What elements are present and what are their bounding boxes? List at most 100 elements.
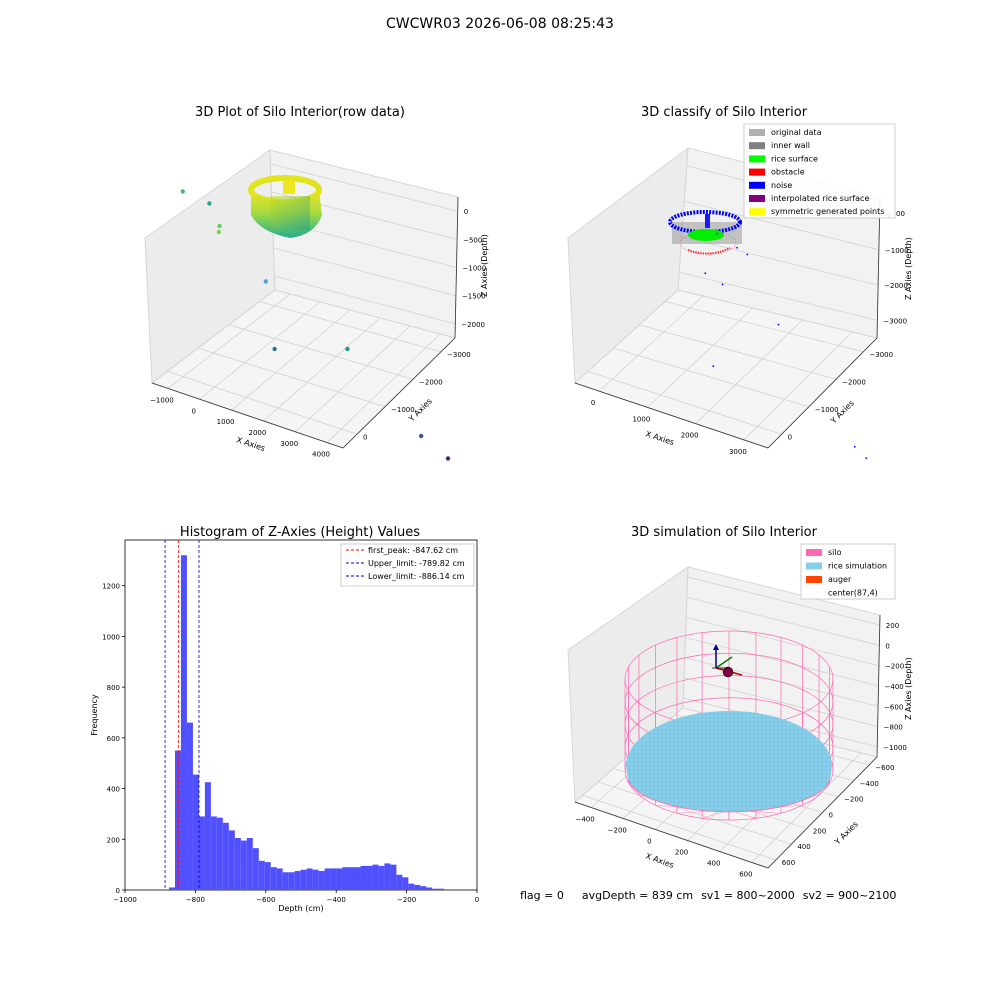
grid-line <box>639 324 837 380</box>
histogram-bar <box>306 868 313 890</box>
grid-line <box>259 301 442 353</box>
x-tick-label: −800 <box>186 896 205 904</box>
x-tick-label: 0 <box>591 399 595 407</box>
histogram-bar <box>318 870 325 890</box>
avg-depth-text: avgDepth = 839 cm <box>581 889 694 902</box>
y-tick-label: −1000 <box>391 406 415 414</box>
z-axis-line <box>454 196 459 339</box>
legend-swatch <box>806 549 822 556</box>
z-tick-labels: 200 0 −200 −400 −600 −800 −1000 <box>883 622 907 752</box>
classify-legend: original data inner wall rice surface obsta… <box>743 123 896 219</box>
raw-point-cloud <box>248 175 322 238</box>
histogram-bar <box>198 816 205 890</box>
legend-frame <box>340 543 475 587</box>
outlier-point <box>263 279 268 284</box>
histogram-bar <box>210 816 217 890</box>
histogram-bar <box>360 865 367 890</box>
legend-label: inner wall <box>771 141 810 150</box>
histogram-bar <box>258 860 265 890</box>
auger-marker <box>712 644 743 678</box>
status-footer: flag = 0 avgDepth = 839 cm sv1 = 800~2000 s… <box>520 889 904 902</box>
noise-point <box>712 365 715 368</box>
noise-point <box>777 323 780 326</box>
z-axis-line <box>876 614 881 758</box>
x-axis-label: Depth (cm) <box>278 904 323 913</box>
y-tick-label: 800 <box>107 684 120 692</box>
z-tick-label: −1500 <box>462 293 486 301</box>
grid-line <box>294 325 411 433</box>
z-tick-label: −200 <box>885 663 904 671</box>
y-tick-label: −600 <box>875 764 894 772</box>
histogram-bar <box>432 888 439 890</box>
x-tick-label: 400 <box>707 860 720 868</box>
x-tick-label: 0 <box>475 896 479 904</box>
grid-line <box>743 331 853 441</box>
y-tick-label: 200 <box>107 836 120 844</box>
histogram-bar <box>252 848 259 890</box>
histogram-bar <box>246 838 253 890</box>
grid-line <box>684 200 879 251</box>
histogram-bar <box>180 555 187 890</box>
obstacle-points <box>687 247 731 255</box>
rice-simulation-surface <box>626 711 832 812</box>
grid-line <box>613 347 809 408</box>
x-tick-labels: −1000 0 1000 2000 3000 4000 <box>150 396 330 458</box>
histogram-bar <box>336 868 343 890</box>
legend-label: original data <box>771 128 822 137</box>
noise-point <box>704 272 707 275</box>
legend-swatch <box>749 195 765 202</box>
x-tick-label: 4000 <box>312 451 330 459</box>
x-tick-label: −1000 <box>150 396 174 404</box>
x-tick-label: −200 <box>608 827 627 835</box>
histogram-bar <box>276 868 283 890</box>
legend-swatch <box>749 129 765 136</box>
histogram-bar <box>354 867 361 890</box>
grid-line <box>598 295 704 392</box>
outlier-point <box>419 433 424 439</box>
histogram-bar <box>174 750 181 890</box>
histogram-bar <box>169 887 175 890</box>
x-tick-label: 200 <box>675 849 688 857</box>
grid-line <box>263 317 381 422</box>
legend-swatch <box>749 208 765 216</box>
y-tick-label: 600 <box>107 735 120 743</box>
grid-line <box>685 637 879 687</box>
histogram-bar <box>270 867 277 890</box>
raw-outlier-points <box>180 189 451 461</box>
grid-line <box>681 236 879 286</box>
z-tick-label: −800 <box>884 724 903 732</box>
histogram-bar <box>378 865 385 890</box>
grid-line <box>679 271 878 321</box>
outlier-point <box>445 456 451 461</box>
noise-point <box>853 445 856 448</box>
histogram-bar <box>348 867 355 890</box>
z-tick-label: −1000 <box>883 744 907 752</box>
silo-bottom-front <box>627 779 831 813</box>
y-tick-labels: 0 −1000 −2000 −3000 <box>788 351 893 442</box>
histogram-bar <box>264 862 271 890</box>
legend-label: center(87,4) <box>828 589 878 598</box>
histogram-bar <box>330 868 337 890</box>
histogram-bar <box>372 864 379 890</box>
histogram-bars <box>169 555 445 890</box>
legend-swatch <box>749 168 765 176</box>
histogram-bar <box>228 830 235 890</box>
y-tick-label: −2000 <box>842 378 866 386</box>
histogram-bar <box>300 869 307 890</box>
y-axis-label: Y Axies <box>832 820 860 848</box>
histogram-bar <box>282 872 289 890</box>
x-axis-line <box>574 801 769 869</box>
auger-y-arrow <box>715 656 733 669</box>
outlier-point <box>272 346 277 352</box>
y-tick-label: −2000 <box>419 378 443 386</box>
auger-center-dot <box>722 666 734 678</box>
y-axis-line <box>342 337 456 449</box>
x-tick-label: 3000 <box>729 448 747 456</box>
noise-ring <box>668 210 742 234</box>
y-tick-label: 0 <box>363 433 367 441</box>
noise-point <box>721 283 724 286</box>
legend-label: noise <box>771 181 792 190</box>
histogram-bar <box>438 888 445 890</box>
y-tick-label: 0 <box>788 433 792 441</box>
x-tick-label: −400 <box>327 896 346 904</box>
